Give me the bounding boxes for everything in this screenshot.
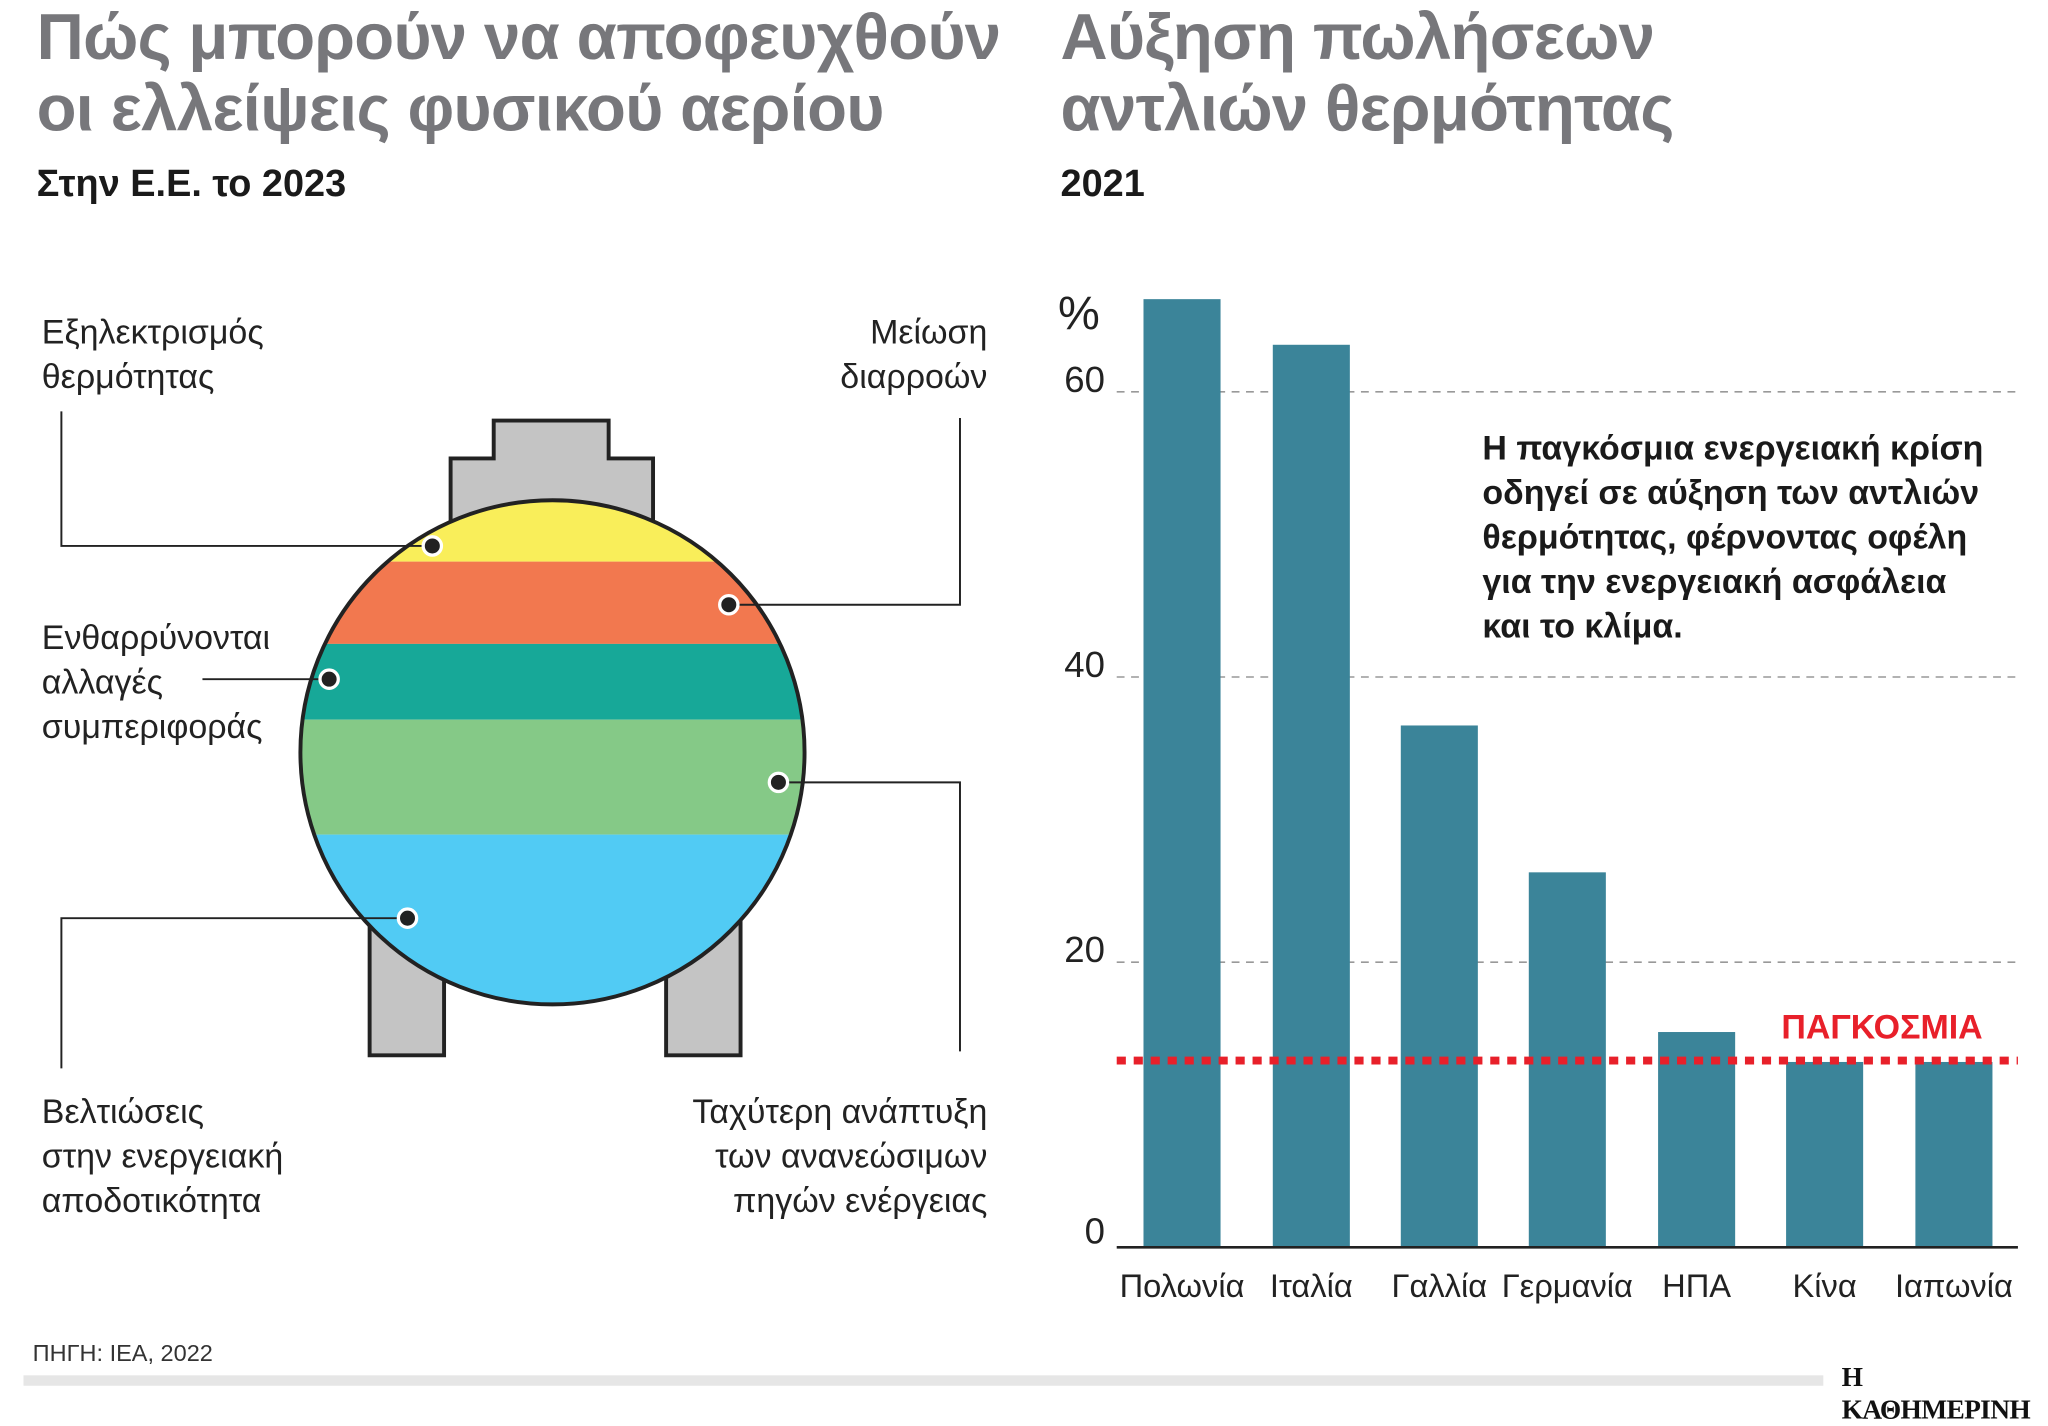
annotation-line: οδηγεί σε αύξηση των αντλιών (1482, 472, 1980, 512)
callout-efficiency: Βελτιώσεις στην ενεργειακή αποδοτικότητα (42, 1089, 283, 1222)
callout-dot (318, 668, 340, 690)
bar-Ιταλία (1272, 344, 1350, 1248)
annotation-line: θερμότητας, φέρνοντας οφέλη (1482, 517, 1968, 557)
x-tick-label: Κίνα (1793, 1267, 1857, 1304)
callout-text: διαρροών (840, 356, 988, 396)
x-tick-label: Γερμανία (1502, 1267, 1633, 1304)
bar-Πολωνία (1143, 299, 1221, 1248)
callout-renewables: Ταχύτερη ανάπτυξη των ανανεώσιμων πηγών … (692, 1089, 987, 1222)
callout-text: Ενθαρρύνονται (41, 617, 271, 657)
left-title-line2: οι ελλείψεις φυσικού αερίου (36, 71, 885, 145)
callout-text: αλλαγές (41, 662, 163, 702)
y-tick-label: 0 (1085, 1210, 1105, 1251)
callout-text: των ανανεώσιμων (715, 1136, 988, 1176)
y-tick-label: 20 (1064, 929, 1105, 970)
callout-dot (396, 907, 419, 929)
callout-text: Εξηλεκτρισμός (41, 312, 264, 352)
bar-Κίνα (1786, 1061, 1864, 1248)
annotation-line: και το κλίμα. (1482, 606, 1683, 646)
callout-text: Μείωση (870, 312, 988, 352)
chart-annotation: Η παγκόσμια ενεργειακή κρίση οδηγεί σε α… (1482, 426, 1983, 648)
bar-Γαλλία (1400, 725, 1478, 1248)
global-reference-label: ΠΑΓΚΟΣΜΙΑ (1781, 1008, 1982, 1046)
stripe-teal (300, 643, 805, 720)
y-axis-unit: % (1058, 286, 1100, 339)
bar-ΗΠΑ (1658, 1032, 1736, 1248)
x-tick-label: ΗΠΑ (1662, 1267, 1731, 1304)
callout-leaks: Μείωση διαρροών (840, 310, 987, 399)
callout-text: Βελτιώσεις (41, 1091, 205, 1132)
bar-Ιαπωνία (1915, 1061, 1993, 1248)
callout-electrification: Εξηλεκτρισμός θερμότητας (42, 310, 264, 399)
source-note: ΠΗΓΗ: IEA, 2022 (32, 1340, 213, 1367)
x-tick-label: Πολωνία (1120, 1267, 1245, 1304)
callout-text: πηγών ενέργειας (732, 1180, 988, 1220)
left-subtitle: Στην Ε.Ε. το 2023 (36, 163, 347, 206)
callout-behaviour: Ενθαρρύνονται αλλαγές συμπεριφοράς (42, 615, 270, 748)
callout-dot (767, 771, 790, 794)
chart-title-line1: Αύξηση πωλήσεων (1060, 0, 1655, 74)
annotation-line: Η παγκόσμια ενεργειακή κρίση (1482, 428, 1984, 468)
chart-title-line2: αντλιών θερμότητας (1060, 71, 1675, 145)
callout-text: στην ενεργειακή (41, 1136, 284, 1176)
callout-text: αποδοτικότητα (41, 1180, 262, 1220)
x-tick-label: Γαλλία (1392, 1267, 1488, 1304)
callout-dot (421, 535, 444, 557)
annotation-line: για την ενεργειακή ασφάλεια (1482, 561, 1947, 601)
callout-text: θερμότητας (41, 356, 215, 396)
callout-text: συμπεριφοράς (41, 706, 263, 746)
chart-subtitle: 2021 (1060, 163, 1145, 206)
y-tick-label: 40 (1064, 644, 1105, 685)
callout-text: Ταχύτερη ανάπτυξη (692, 1091, 988, 1132)
stripe-green (300, 719, 805, 835)
y-tick-label: 60 (1064, 359, 1105, 400)
left-title-line1: Πώς μπορούν να αποφευχθούν (36, 0, 1002, 74)
x-tick-label: Ιταλία (1270, 1267, 1353, 1304)
callout-dot (718, 593, 740, 616)
x-tick-label: Ιαπωνία (1895, 1267, 2013, 1304)
brand-logo: Η ΚΑΘΗΜΕΡΙΝΗ (1841, 1360, 2031, 1425)
footer-bar (23, 1375, 1824, 1386)
